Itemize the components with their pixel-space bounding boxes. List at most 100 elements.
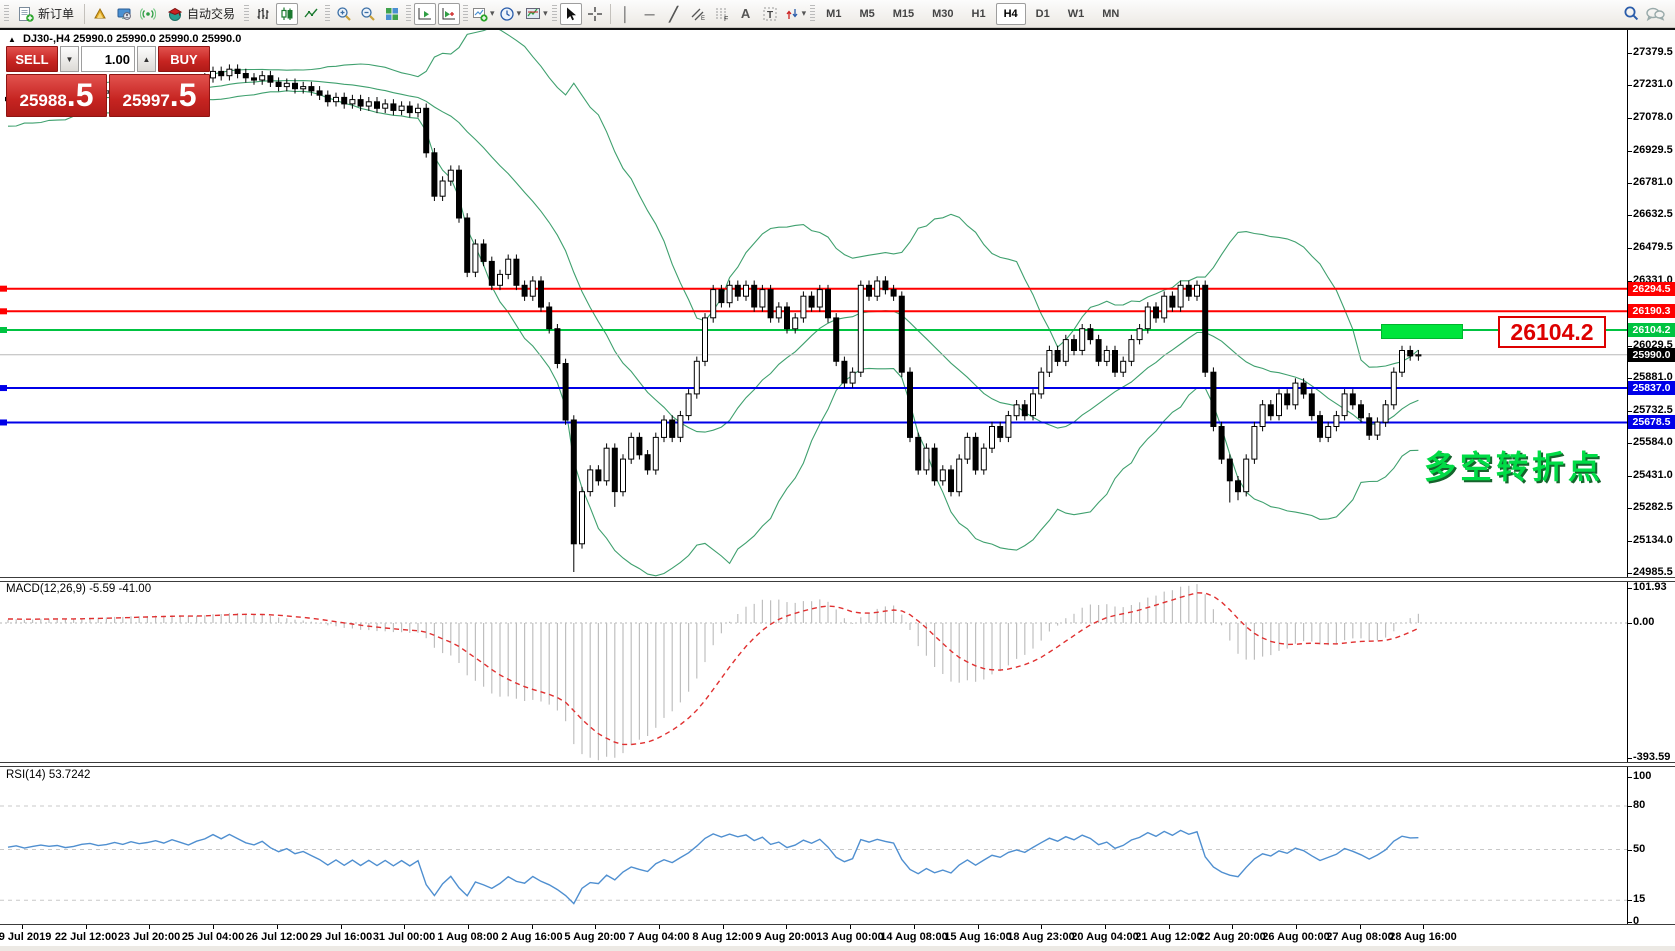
buy-price-display[interactable]: 25997 .5 <box>109 74 210 117</box>
indicators-caret: ▾ <box>490 8 495 18</box>
level-handle-26294.5[interactable] <box>0 285 7 292</box>
buy-price-frac: .5 <box>169 77 197 113</box>
time-label[interactable]: 28 Aug 16:00 <box>1389 931 1457 943</box>
rsi-pane <box>0 805 1627 905</box>
time-label[interactable]: 23 Jul 20:00 <box>117 931 181 943</box>
price-tag-25837.0[interactable]: 25837.0 <box>1628 381 1675 395</box>
community-button[interactable] <box>113 3 135 25</box>
arrows-icon <box>786 8 798 19</box>
chart-shift-button[interactable] <box>438 2 461 25</box>
level-handle-25678.5[interactable] <box>0 419 7 426</box>
community-icon <box>117 8 131 20</box>
time-label[interactable]: 31 Jul 00:00 <box>372 931 436 943</box>
price-tag-26294.5[interactable]: 26294.5 <box>1628 282 1675 296</box>
timeframe-H1[interactable]: H1 <box>971 7 986 20</box>
time-label[interactable]: 19 Jul 2019 <box>0 931 52 943</box>
timeframe-H4[interactable]: H4 <box>995 2 1026 25</box>
time-label[interactable]: 18 Aug 23:00 <box>1007 931 1075 943</box>
price-tag-26104.2[interactable]: 26104.2 <box>1628 323 1675 337</box>
buy-button[interactable]: BUY <box>158 46 210 72</box>
indicators-icon <box>473 7 488 22</box>
crosshair-button[interactable] <box>584 3 606 25</box>
macd-tick-tick <box>1627 588 1632 589</box>
time-label[interactable]: 22 Aug 20:00 <box>1198 931 1266 943</box>
price-tick-tick <box>1627 53 1632 54</box>
tile-windows-button[interactable] <box>381 3 403 25</box>
time-label[interactable]: 27 Aug 08:00 <box>1326 931 1394 943</box>
text-tool[interactable]: A <box>740 5 751 21</box>
time-label[interactable]: 15 Aug 16:00 <box>944 931 1012 943</box>
price-tag-26190.3[interactable]: 26190.3 <box>1628 304 1675 318</box>
line-chart-icon <box>304 8 318 17</box>
text-label-tool[interactable]: T <box>759 3 781 25</box>
templates-button[interactable]: ▾ <box>524 3 549 25</box>
pane-separator-macd[interactable] <box>0 577 1675 582</box>
time-label[interactable]: 29 Jul 16:00 <box>309 931 373 943</box>
calendar-button[interactable] <box>89 3 111 25</box>
channel-icon: E <box>691 8 705 22</box>
price-tick: 26479.5 <box>1633 241 1673 253</box>
time-label[interactable]: 7 Aug 04:00 <box>628 931 690 943</box>
autotrading-button[interactable]: 自动交易 <box>161 3 241 25</box>
time-label[interactable]: 26 Aug 00:00 <box>1262 931 1330 943</box>
volume-up-button[interactable]: ▲ <box>137 46 156 72</box>
chat-button[interactable] <box>1644 3 1666 25</box>
time-label[interactable]: 2 Aug 16:00 <box>501 931 563 943</box>
cursor-button[interactable] <box>559 2 582 25</box>
time-label[interactable]: 25 Jul 04:00 <box>181 931 245 943</box>
timeframe-M30[interactable]: M30 <box>932 7 954 20</box>
order-type-dropdown[interactable]: ▼ <box>60 46 79 72</box>
timeframe-MN[interactable]: MN <box>1102 7 1120 20</box>
indicators-button[interactable]: ▾ <box>471 3 496 25</box>
horizontal-line-tool[interactable]: ─ <box>644 5 655 22</box>
new-order-button[interactable]: 新订单 <box>12 3 80 25</box>
time-label[interactable]: 22 Jul 12:00 <box>54 931 118 943</box>
trendline-tool[interactable]: ╱ <box>669 5 678 22</box>
pane-separator-rsi[interactable] <box>0 762 1675 767</box>
level-handle-25837.0[interactable] <box>0 385 7 392</box>
highlight-rectangle[interactable] <box>1381 324 1463 339</box>
time-label[interactable]: 8 Aug 12:00 <box>692 931 754 943</box>
zoom-out-button[interactable] <box>357 3 379 25</box>
timeframe-D1[interactable]: D1 <box>1035 7 1050 20</box>
timeframe-M1[interactable]: M1 <box>826 7 842 20</box>
timeframe-W1[interactable]: W1 <box>1067 7 1085 20</box>
search-button[interactable] <box>1620 3 1642 25</box>
time-label[interactable]: 14 Aug 08:00 <box>880 931 948 943</box>
macd-pane <box>0 584 1627 761</box>
sell-price-display[interactable]: 25988 .5 <box>6 74 107 117</box>
bar-chart-button[interactable] <box>252 3 274 25</box>
candlestick-chart-button[interactable] <box>276 2 299 25</box>
time-tick <box>149 925 150 929</box>
time-label[interactable]: 13 Aug 00:00 <box>816 931 884 943</box>
volume-input[interactable] <box>81 46 135 72</box>
periods-button[interactable]: ▾ <box>498 3 523 25</box>
signals-button[interactable] <box>137 3 159 25</box>
level-handle-26190.3[interactable] <box>0 308 7 315</box>
line-chart-button[interactable] <box>300 3 322 25</box>
rsi-tick: 0 <box>1633 915 1640 927</box>
time-label[interactable]: 5 Aug 20:00 <box>564 931 626 943</box>
time-label[interactable]: 26 Jul 12:00 <box>245 931 309 943</box>
channel-tool[interactable]: E <box>687 3 709 25</box>
time-label[interactable]: 9 Aug 20:00 <box>755 931 817 943</box>
auto-scroll-button[interactable] <box>414 2 437 25</box>
toolbar-grip[interactable] <box>4 4 9 23</box>
fibonacci-tool[interactable]: F <box>711 3 733 25</box>
bollinger-upper <box>7 30 1419 368</box>
time-label[interactable]: 20 Aug 04:00 <box>1071 931 1139 943</box>
turning-point-annotation[interactable]: 多空转折点 <box>1424 449 1605 485</box>
level-handle-26104.2[interactable] <box>0 327 7 334</box>
collapse-arrow-icon[interactable]: ▲ <box>8 35 16 44</box>
zoom-in-button[interactable] <box>333 3 355 25</box>
timeframe-M15[interactable]: M15 <box>892 7 915 20</box>
price-tag-25678.5[interactable]: 25678.5 <box>1628 415 1675 429</box>
sell-button[interactable]: SELL <box>6 46 58 72</box>
arrows-tool[interactable]: ▾ <box>783 3 808 25</box>
price-callout-label[interactable]: 26104.2 <box>1498 316 1606 348</box>
timeframe-M5[interactable]: M5 <box>859 7 875 20</box>
vertical-line-tool[interactable]: │ <box>621 5 630 22</box>
time-label[interactable]: 21 Aug 12:00 <box>1135 931 1203 943</box>
time-label[interactable]: 1 Aug 08:00 <box>437 931 499 943</box>
